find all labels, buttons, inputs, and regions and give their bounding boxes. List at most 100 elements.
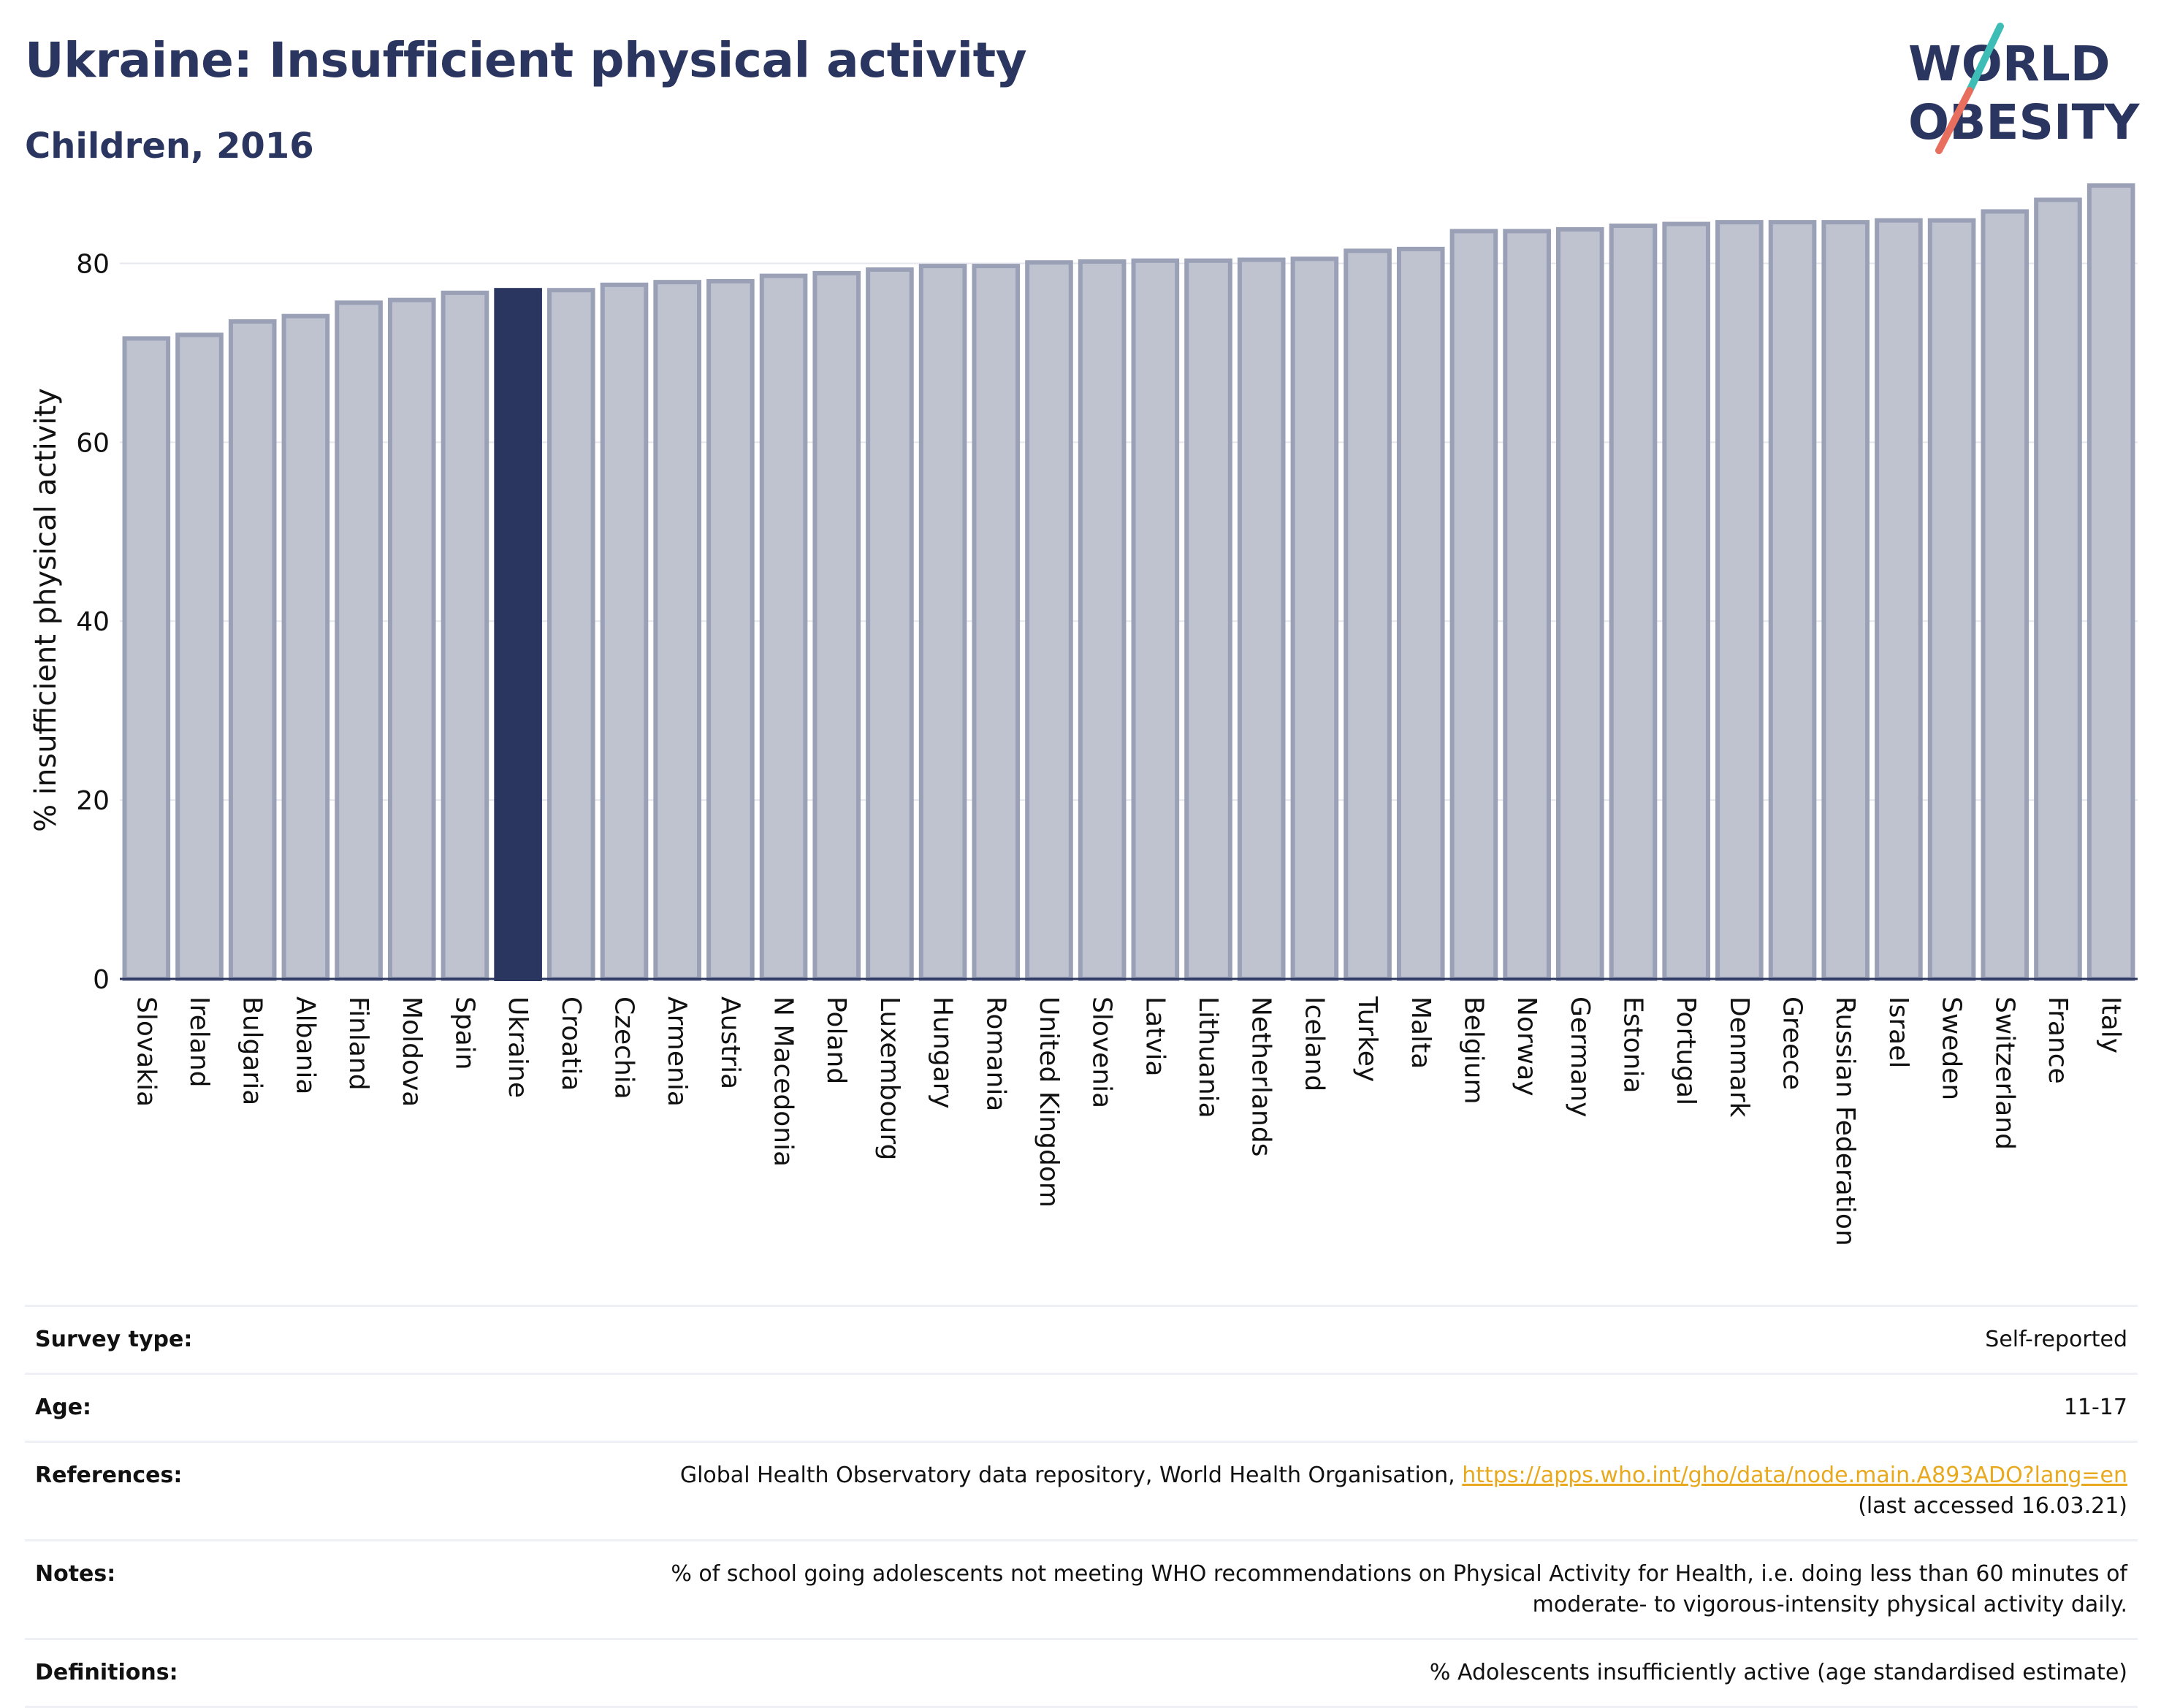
bar <box>1609 224 1658 981</box>
bar <box>812 270 861 981</box>
x-tick-label: Slovenia <box>1087 996 1117 1108</box>
x-tick-label: Ukraine <box>503 996 533 1098</box>
bar <box>2086 183 2135 982</box>
bar <box>1715 220 1764 981</box>
bar <box>759 273 808 981</box>
info-row-age: Age: 11-17 <box>25 1373 2138 1442</box>
x-tick-label: Poland <box>821 996 851 1084</box>
x-tick-label: Switzerland <box>1989 996 2019 1150</box>
reference-link[interactable]: https://apps.who.int/gho/data/node.main.… <box>1462 1463 2127 1488</box>
info-key: Survey type: <box>25 1305 352 1374</box>
bar <box>706 278 755 981</box>
info-value: % of school going adolescents not meetin… <box>352 1539 2138 1639</box>
info-key: Age: <box>25 1373 352 1442</box>
bar <box>1344 248 1392 981</box>
bar <box>1875 218 1923 981</box>
info-key: Definitions: <box>25 1638 352 1708</box>
x-tick-label: Belgium <box>1458 996 1488 1105</box>
svg-text:WORLD: WORLD <box>1908 36 2111 92</box>
info-row-references: References: Global Health Observatory da… <box>25 1441 2138 1541</box>
bar <box>866 267 914 981</box>
bar <box>918 264 967 981</box>
x-tick-label: Italy <box>2096 996 2126 1053</box>
bar <box>122 336 171 981</box>
bar <box>1556 226 1604 982</box>
bar <box>1821 220 1870 981</box>
info-key: References: <box>25 1441 352 1541</box>
bar <box>2034 197 2082 981</box>
info-row-notes: Notes: % of school going adolescents not… <box>25 1539 2138 1639</box>
bar <box>1237 257 1286 981</box>
x-tick-label: Bulgaria <box>237 996 267 1105</box>
x-tick-label: Netherlands <box>1246 996 1276 1156</box>
x-tick-label: France <box>2043 996 2073 1084</box>
x-tick-label: Slovakia <box>131 996 161 1107</box>
bar <box>972 264 1021 981</box>
info-row-definitions: Definitions: % Adolescents insufficientl… <box>25 1638 2138 1708</box>
x-tick-label: Sweden <box>1937 996 1967 1100</box>
world-obesity-logo: WORLD OBESITY <box>1908 23 2141 154</box>
bar-highlight <box>494 288 542 981</box>
y-tick-label: 20 <box>76 786 110 816</box>
x-tick-label: Denmark <box>1724 996 1754 1118</box>
chart-title: Ukraine: Insufficient physical activity <box>25 32 1027 88</box>
bar <box>387 297 436 981</box>
x-tick-label: Malta <box>1406 996 1436 1069</box>
info-key: Notes: <box>25 1539 352 1639</box>
x-axis-ticks: Slovakia Ireland Bulgaria Albania Finland Mol… <box>131 996 2125 1246</box>
info-value: 11-17 <box>352 1373 2138 1442</box>
x-tick-label: Hungary <box>928 996 958 1109</box>
x-tick-label: Spain <box>449 996 479 1070</box>
info-value: % Adolescents insufficiently active (age… <box>352 1638 2138 1708</box>
bar <box>1025 260 1073 982</box>
chart-subtitle: Children, 2016 <box>25 126 314 167</box>
x-tick-label: N Macedonia <box>769 996 799 1167</box>
x-tick-label: United Kingdom <box>1034 996 1064 1208</box>
bar <box>653 280 701 981</box>
y-tick-label: 60 <box>76 428 110 458</box>
reference-text: Global Health Observatory data repositor… <box>679 1463 1455 1488</box>
bar <box>175 332 224 981</box>
bar <box>1927 218 1976 981</box>
bar <box>228 319 277 981</box>
x-tick-label: Greece <box>1777 996 1807 1090</box>
info-row-survey-type: Survey type: Self-reported <box>25 1305 2138 1374</box>
bar <box>600 282 649 981</box>
x-tick-label: Croatia <box>556 996 586 1091</box>
bar <box>1131 258 1180 981</box>
x-tick-label: Moldova <box>397 996 427 1107</box>
bar <box>1184 258 1232 981</box>
bar <box>441 290 489 981</box>
bar <box>1662 221 1710 982</box>
bar <box>1449 229 1498 981</box>
x-tick-label: Ireland <box>184 996 214 1088</box>
y-tick-label: 40 <box>76 607 110 637</box>
bar <box>1396 246 1445 981</box>
x-tick-label: Turkey <box>1352 996 1382 1082</box>
x-tick-label: Austria <box>715 996 745 1089</box>
info-value: Self-reported <box>352 1305 2138 1374</box>
x-tick-label: Czechia <box>609 996 639 1099</box>
x-tick-label: Albania <box>290 996 320 1094</box>
y-tick-label: 80 <box>76 249 110 279</box>
x-tick-label: Latvia <box>1140 996 1170 1077</box>
bar <box>335 300 383 981</box>
x-tick-label: Finland <box>343 996 373 1091</box>
reference-accessed: (last accessed 16.03.21) <box>1858 1493 2127 1519</box>
x-tick-label: Armenia <box>662 996 692 1107</box>
x-tick-label: Russian Federation <box>1830 996 1860 1246</box>
bars <box>122 183 2135 982</box>
bar-chart: 0 20 40 60 80 Slovakia Ireland Bulgaria Albania… <box>29 183 2138 1246</box>
bar <box>1768 220 1817 981</box>
bar <box>281 313 330 982</box>
notes-line-1: % of school going adolescents not meetin… <box>671 1561 2127 1587</box>
x-tick-label: Israel <box>1883 996 1913 1068</box>
x-tick-label: Lithuania <box>1193 996 1223 1118</box>
bar <box>1981 209 2029 982</box>
x-tick-label: Portugal <box>1671 996 1701 1105</box>
y-tick-label: 0 <box>93 965 110 995</box>
x-tick-label: Iceland <box>1299 996 1329 1091</box>
notes-line-2: moderate- to vigorous-intensity physical… <box>1532 1592 2127 1617</box>
info-value: Global Health Observatory data repositor… <box>352 1441 2138 1541</box>
bar <box>1503 229 1551 981</box>
